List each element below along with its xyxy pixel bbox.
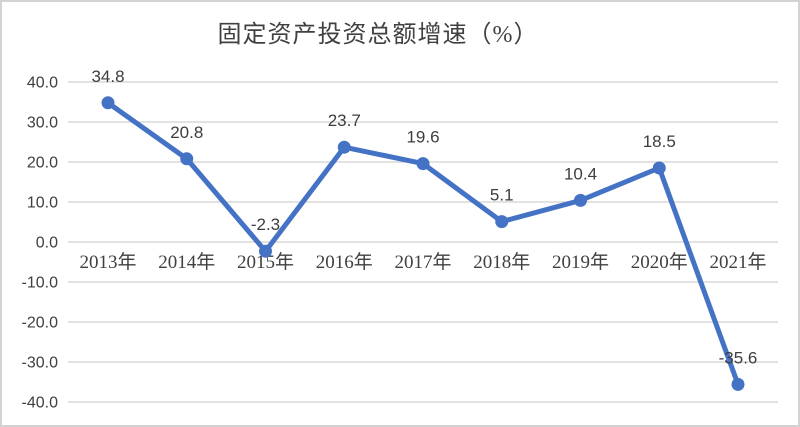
data-point [101,96,115,110]
x-axis-category-label: 2021年 [709,251,766,273]
x-axis-category-label: 2013年 [79,251,136,273]
y-axis-tick-label: -30.0 [22,355,59,372]
data-point-label: 20.8 [170,123,203,142]
data-point-label: 10.4 [564,164,597,183]
data-point-label: 23.7 [328,111,361,130]
y-axis-tick-label: 40.0 [27,75,58,92]
x-axis-category-label: 2020年 [631,251,688,273]
data-point-label: 5.1 [490,186,514,205]
data-point [416,157,430,171]
data-point [180,152,194,166]
x-axis-category-label: 2015年 [237,251,294,273]
x-axis-category-label: 2014年 [158,251,215,273]
y-axis-tick-label: 30.0 [27,115,58,132]
data-point [495,215,509,229]
x-axis-category-label: 2017年 [394,251,451,273]
data-point [731,377,745,391]
data-point [337,140,351,154]
data-point [574,193,587,207]
y-axis-tick-label: 20.0 [27,155,58,172]
chart-title: 固定资产投资总额增速（%） [217,22,539,48]
x-axis-category-label: 2016年 [316,251,373,273]
y-axis-tick-label: 10.0 [27,195,58,212]
y-axis-tick-label: -20.0 [22,315,59,332]
data-point-label: 19.6 [406,128,439,147]
data-point [652,161,666,175]
data-point-label: -2.3 [251,215,280,234]
data-point [259,244,272,258]
data-point-label: -35.6 [719,348,758,367]
data-point-label: 18.5 [643,132,676,151]
y-axis-tick-label: 0.0 [36,235,58,252]
x-axis-category-label: 2019年 [552,251,609,273]
y-axis-tick-label: -40.0 [22,395,59,412]
y-axis-tick-label: -10.0 [22,275,59,292]
data-point-label: 34.8 [91,67,124,86]
x-axis-category-label: 2018年 [473,251,530,273]
